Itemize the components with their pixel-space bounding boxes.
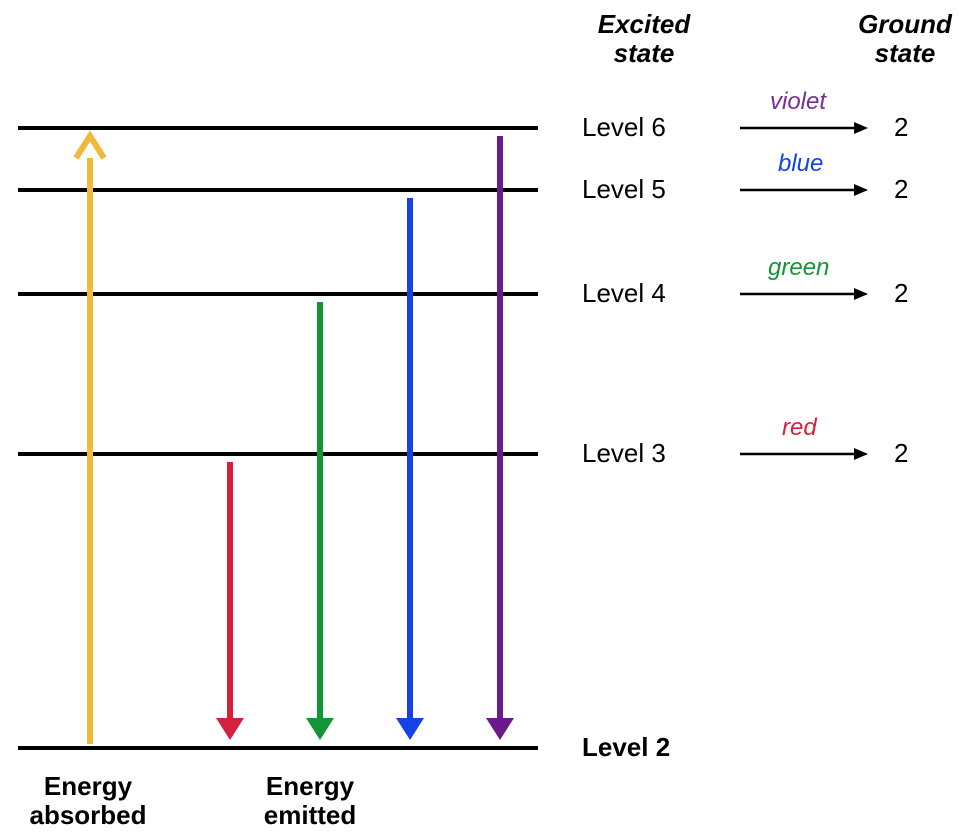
ground-val-5: 2 [894, 174, 908, 205]
level-6-label: Level 6 [582, 112, 666, 143]
ground-val-4: 2 [894, 278, 908, 309]
energy-emitted-label: Energy emitted [240, 772, 380, 829]
level-5-label: Level 5 [582, 174, 666, 205]
emitted-line2: emitted [264, 800, 356, 830]
green-label: green [768, 254, 829, 282]
level-4-label: Level 4 [582, 278, 666, 309]
level-2-label: Level 2 [582, 732, 670, 763]
energy-level-diagram: Excited state Ground state Level 6 Level… [0, 0, 960, 837]
absorbed-line1: Energy [44, 771, 132, 801]
ground-val-3: 2 [894, 438, 908, 469]
blue-label: blue [778, 150, 823, 178]
red-label: red [782, 414, 817, 442]
emitted-line1: Energy [266, 771, 354, 801]
energy-absorbed-label: Energy absorbed [18, 772, 158, 829]
level-3-label: Level 3 [582, 438, 666, 469]
absorbed-line2: absorbed [29, 800, 146, 830]
ground-val-6: 2 [894, 112, 908, 143]
violet-label: violet [770, 88, 826, 116]
